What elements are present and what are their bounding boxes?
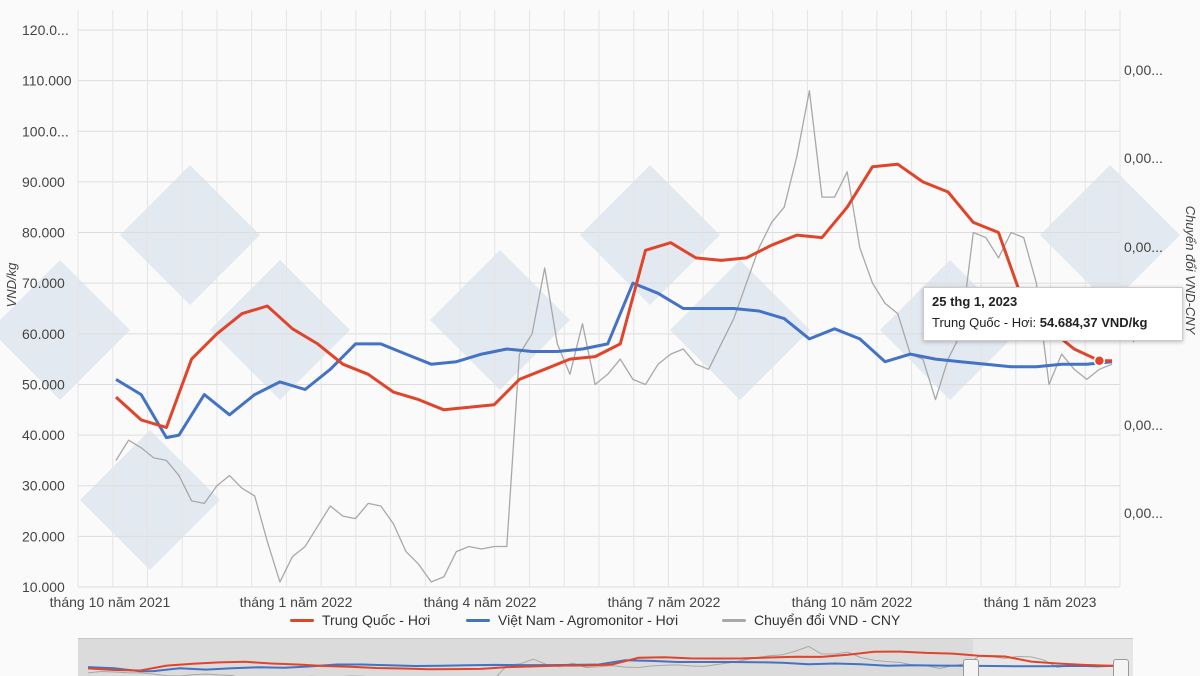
watermark-tile [80,430,220,570]
y-right-tick-label: 0,00... [1124,505,1163,521]
navigator-mini-chart [78,639,1124,676]
legend-label-trung-quoc: Trung Quốc - Hơi [322,612,431,628]
watermark-tile [1040,165,1180,305]
y-tick-label: 100.0... [22,123,69,139]
legend-swatch-viet-nam [466,618,490,622]
y-tick-label: 80.000 [22,225,65,241]
x-tick-label: tháng 1 năm 2023 [984,594,1097,610]
x-tick-label: tháng 7 năm 2022 [608,594,721,610]
navigator-series-0 [87,650,1123,672]
watermark-tile [0,260,130,400]
y-right-tick-label: 0,00... [1124,150,1163,166]
tooltip-marker [1093,354,1106,367]
watermark-tile [670,260,810,400]
legend-item-trung-quoc[interactable]: Trung Quốc - Hơi [290,612,430,628]
series-line-1 [115,281,1113,440]
legend-item-viet-nam[interactable]: Việt Nam - Agromonitor - Hơi [466,612,678,628]
tooltip-date: 25 thg 1, 2023 [932,294,1018,309]
x-axis-ticks: tháng 10 năm 2021 tháng 1 năm 2022 tháng 4… [50,594,1097,610]
data-tooltip: 25 thg 1, 2023 Trung Quốc - Hơi: 54.684,… [923,287,1183,341]
x-tick-label: tháng 1 năm 2022 [240,594,353,610]
legend-label-viet-nam: Việt Nam - Agromonitor - Hơi [498,612,679,628]
y-tick-label: 40.000 [22,427,65,443]
watermark-tile [210,260,350,400]
legend-item-chuyen-doi[interactable]: Chuyển đổi VND - CNY [722,612,900,628]
y-tick-label: 60.000 [22,326,65,342]
watermark-tile [430,250,570,390]
watermark-logo [0,165,1180,570]
y-right-tick-label: 0,00... [1124,417,1163,433]
y-tick-label: 50.000 [22,376,65,392]
navigator-unselected-region [78,639,973,676]
series-line-0 [114,162,1112,429]
series-line-2 [115,90,1113,583]
y-axis-left-ticks: 120.0... 110.000 100.0... 90.000 80.000 70.00… [22,22,72,595]
navigator-left-handle[interactable] [963,659,979,676]
y-tick-label: 10.000 [22,579,65,595]
chart-series [114,90,1113,583]
y-tick-label: 70.000 [22,275,65,291]
y-tick-label: 120.0... [22,22,69,38]
y-tick-label: 90.000 [22,174,65,190]
range-navigator[interactable] [78,638,1133,676]
watermark-tile [120,165,260,305]
watermark-tile [580,165,720,305]
chart-grid [77,10,1121,588]
x-tick-label: tháng 10 năm 2021 [50,594,171,610]
legend-swatch-chuyen-doi [722,618,746,622]
y-axis-right-label: Chuyển đổi VND-CNY [1183,206,1198,336]
y-tick-label: 20.000 [22,528,65,544]
legend-label-chuyen-doi: Chuyển đổi VND - CNY [754,612,901,628]
legend-swatch-trung-quoc [290,618,314,622]
y-right-tick-label: 0,00... [1124,239,1163,255]
tooltip-value: 54.684,37 VND/kg [1039,315,1148,330]
y-tick-label: 30.000 [22,478,65,494]
tooltip-series-label: Trung Quốc - Hơi: [932,315,1037,330]
x-tick-label: tháng 4 năm 2022 [424,594,537,610]
y-axis-left-label: VND/kg [4,262,19,308]
navigator-right-handle[interactable] [1113,659,1129,676]
chart-legend: Trung Quốc - Hơi Việt Nam - Agromonitor … [0,612,1200,636]
y-right-tick-label: 0,00... [1124,62,1163,78]
x-tick-label: tháng 10 năm 2022 [792,594,913,610]
tooltip-line: Trung Quốc - Hơi: 54.684,37 VND/kg [932,315,1174,330]
y-tick-label: 110.000 [22,73,72,89]
